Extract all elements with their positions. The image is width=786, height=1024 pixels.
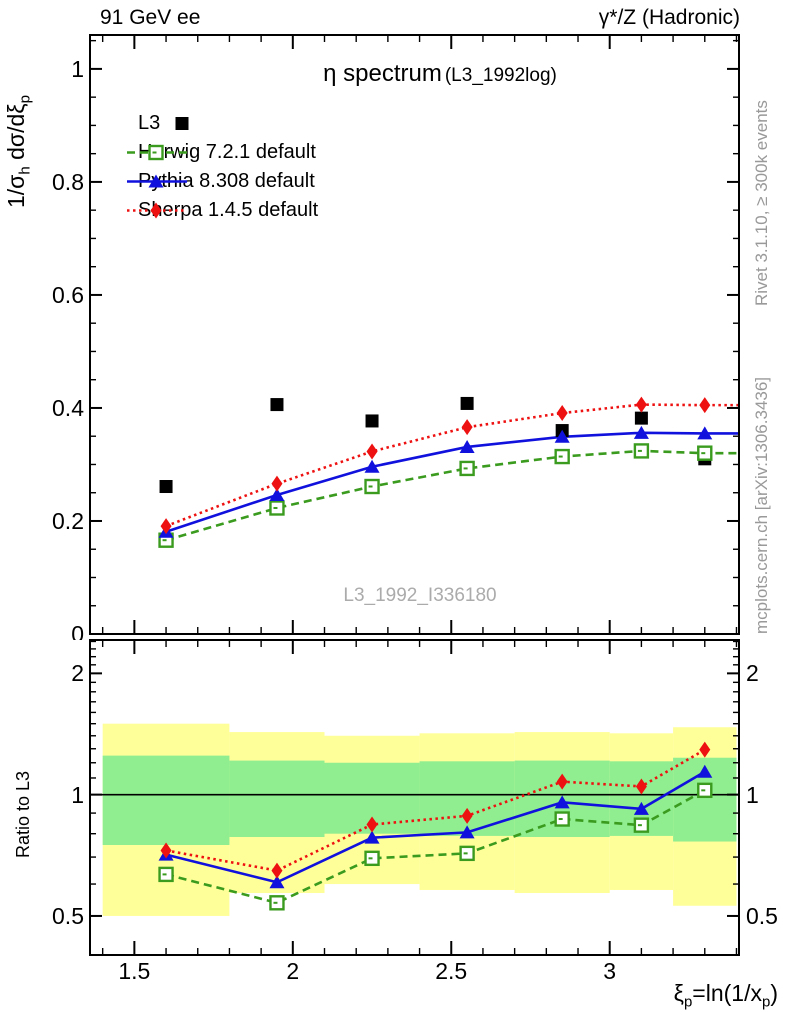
ratio-y-tick-label-right: 1 bbox=[746, 781, 759, 808]
series-markers-herwig bbox=[158, 443, 713, 548]
main-y-tick-label: 0.2 bbox=[52, 507, 84, 534]
legend-row-l3: L3 bbox=[125, 109, 189, 138]
ratio-y-tick-label-right: 2 bbox=[746, 660, 759, 687]
ratio-axis-label: Ratio to L3 bbox=[13, 770, 33, 858]
plot-title-annotation: (L3_1992log) bbox=[444, 65, 557, 86]
series-markers-pythia bbox=[158, 764, 713, 889]
series-markers-sherpa bbox=[160, 741, 711, 879]
ratio-y-tick-label-left: 0.5 bbox=[52, 902, 84, 929]
legend-label-herwig: Herwig 7.2.1 default bbox=[138, 141, 316, 163]
ratio-y-tick-label-right: 0.5 bbox=[746, 902, 778, 929]
ratio-green-band bbox=[419, 761, 515, 836]
watermark-analysis-id: L3_1992_I336180 bbox=[343, 585, 497, 606]
series-line-pythia bbox=[165, 431, 739, 533]
legend-label-pythia: Pythia 8.308 default bbox=[138, 170, 315, 192]
herwig-line-icon bbox=[127, 144, 187, 161]
legend-row-pythia: Pythia 8.308 default bbox=[125, 167, 315, 196]
plot-title-text: η spectrum bbox=[323, 60, 442, 87]
main-y-tick-label: 0.6 bbox=[52, 281, 84, 308]
header-beam-energy: 91 GeV ee bbox=[100, 6, 201, 29]
series-line-herwig bbox=[165, 449, 739, 542]
ratio-frame bbox=[89, 639, 740, 956]
ratio-green-band bbox=[102, 755, 230, 845]
main-y-tick-label: 1 bbox=[71, 55, 84, 82]
ratio-y-tick-label-left: 1 bbox=[71, 781, 84, 808]
legend-label-l3: L3 bbox=[138, 112, 161, 134]
main-y-tick-label: 0.8 bbox=[52, 168, 84, 195]
ratio-y-tick-label-left: 2 bbox=[71, 660, 84, 687]
series-markers-sherpa bbox=[160, 396, 711, 535]
pythia-line-icon bbox=[127, 174, 187, 188]
main-y-tick-label: 0 bbox=[71, 621, 84, 640]
header-process: γ*/Z (Hadronic) bbox=[598, 6, 740, 29]
ratio-green-band bbox=[229, 760, 325, 838]
series-line-sherpa bbox=[165, 403, 739, 528]
x-tick-label: 3 bbox=[603, 958, 617, 984]
series-markers-herwig bbox=[158, 782, 713, 911]
main-frame bbox=[89, 34, 740, 635]
legend-row-sherpa: Sherpa 1.4.5 default bbox=[125, 196, 318, 225]
x-tick-label: 2.5 bbox=[435, 958, 468, 984]
sidebar-rivet-version: Rivet 3.1.10, ≥ 300k events bbox=[752, 100, 771, 306]
legend-label-sherpa: Sherpa 1.4.5 default bbox=[138, 199, 319, 221]
x-tick-label: 1.5 bbox=[118, 958, 151, 984]
sidebar-mcplots-reference: mcplots.cern.ch [arXiv:1306.3436] bbox=[752, 376, 771, 634]
plot-title: η spectrum (L3_1992log) bbox=[270, 60, 610, 88]
x-axis-label: ξp=ln(1/xp) bbox=[673, 980, 778, 1011]
legend-row-herwig: Herwig 7.2.1 default bbox=[125, 138, 316, 167]
x-tick-label: 2 bbox=[286, 958, 300, 984]
sherpa-line-icon bbox=[127, 202, 187, 219]
main-y-tick-label: 0.4 bbox=[52, 394, 84, 421]
series-markers-pythia bbox=[158, 425, 713, 538]
l3-marker-icon bbox=[175, 117, 189, 130]
series-markers-l3 bbox=[159, 396, 712, 494]
y-axis-label: 1/σh dσ/dξp bbox=[3, 95, 34, 208]
